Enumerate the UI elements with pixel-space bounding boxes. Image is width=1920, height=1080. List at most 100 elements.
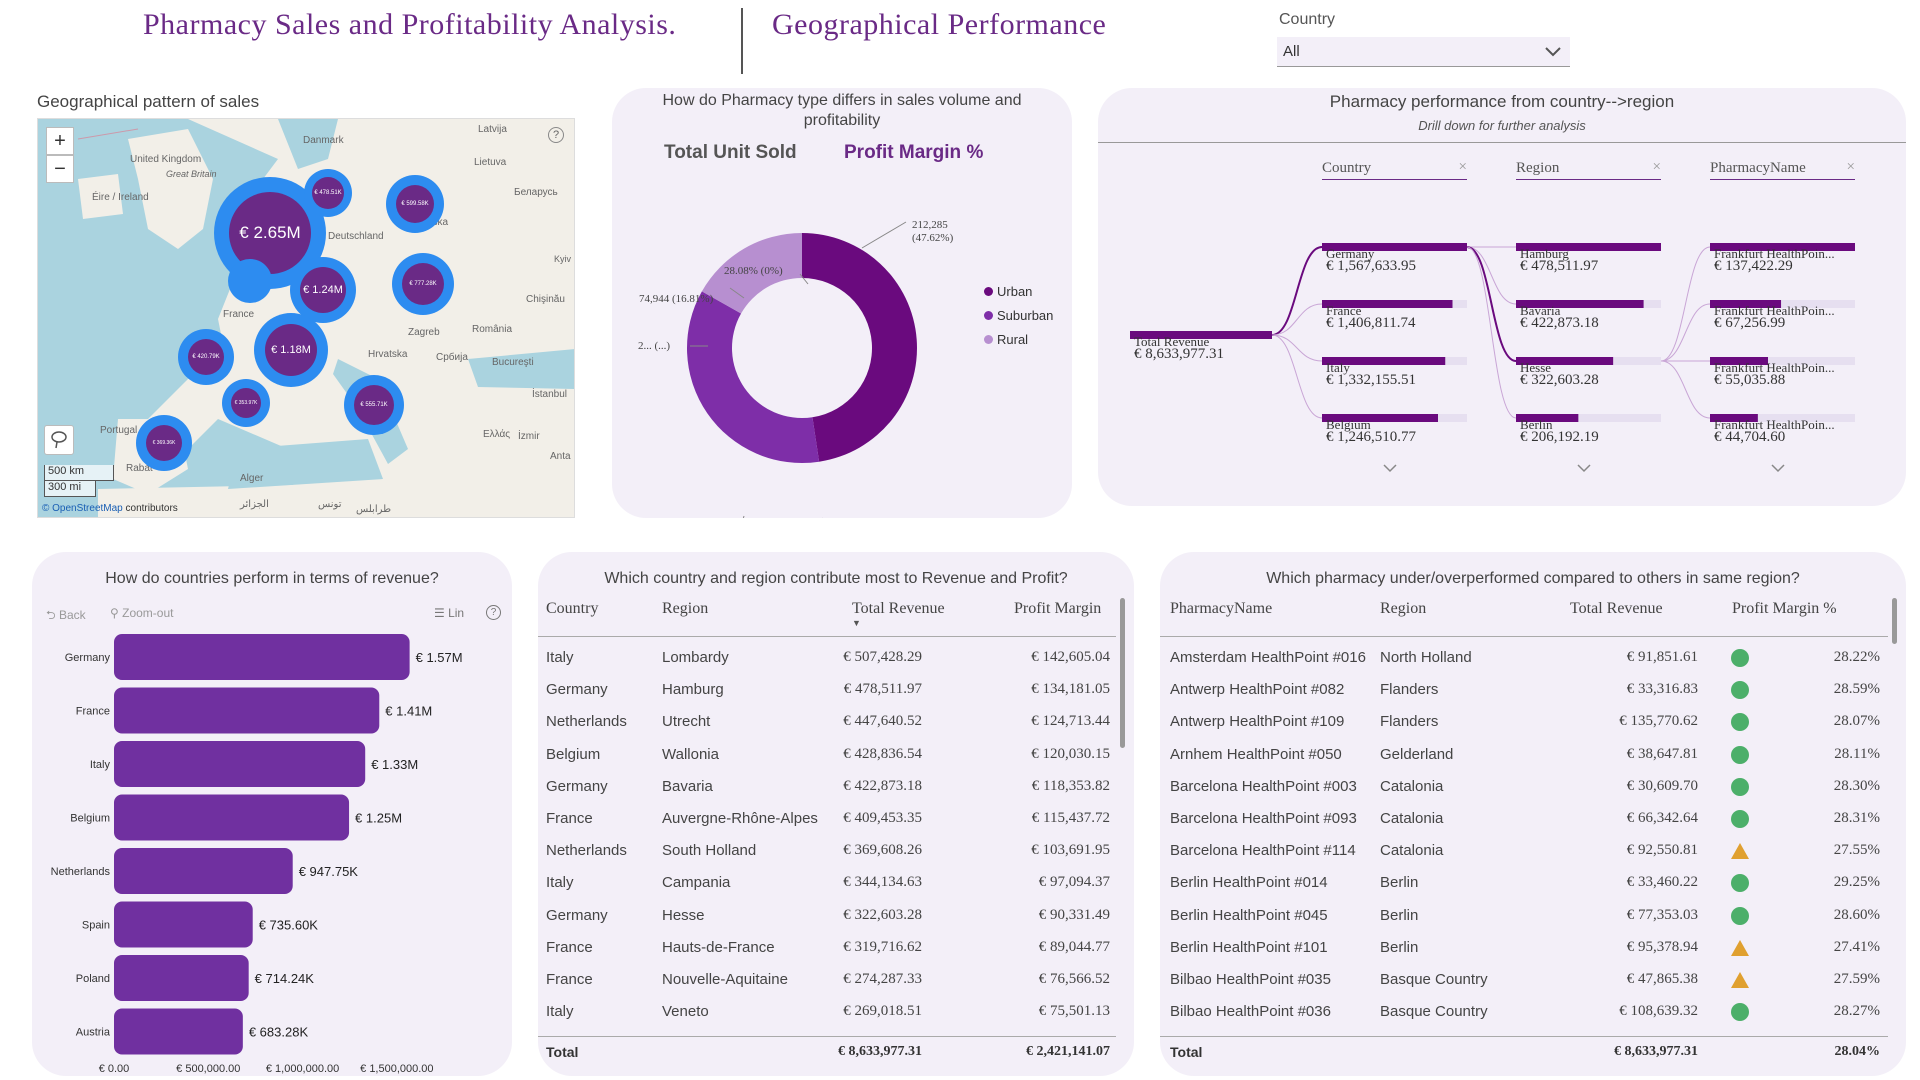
- table-row[interactable]: Germany Bavaria € 422,873.18 € 118,353.82: [538, 771, 1116, 803]
- table-row[interactable]: Arnhem HealthPoint #050 Gelderland € 38,64…: [1160, 739, 1888, 771]
- bar-spain[interactable]: [114, 901, 253, 948]
- node-bar[interactable]: [1710, 300, 1782, 308]
- region-node[interactable]: Bavaria € 422,873.18: [1520, 304, 1599, 331]
- map-bubble[interactable]: € 777.28K: [392, 253, 454, 315]
- pharmacy-node[interactable]: Frankfurt HealthPoin... € 137,422.29: [1714, 247, 1835, 274]
- pharmacy-node[interactable]: Frankfurt HealthPoin... € 55,035.88: [1714, 361, 1835, 388]
- table-row[interactable]: Netherlands South Holland € 369,608.26 € 10…: [538, 835, 1116, 867]
- close-icon[interactable]: ×: [1846, 159, 1855, 175]
- map-bubble[interactable]: [228, 259, 272, 303]
- table-row[interactable]: Netherlands Utrecht € 447,640.52 € 124,713.…: [538, 706, 1116, 738]
- country-node[interactable]: France € 1,406,811.74: [1326, 304, 1415, 331]
- zoom-in-button[interactable]: +: [46, 127, 74, 155]
- table1-header-revenue[interactable]: Total Revenue: [852, 600, 945, 617]
- map-bubble[interactable]: € 478.51K: [304, 169, 352, 217]
- table1-scrollbar[interactable]: [1120, 598, 1125, 748]
- root-bar[interactable]: [1130, 331, 1272, 339]
- node-bar[interactable]: [1710, 357, 1768, 365]
- table2-header-name[interactable]: PharmacyName: [1170, 600, 1273, 617]
- node-bar[interactable]: [1516, 243, 1661, 251]
- country-filter-dropdown[interactable]: All: [1277, 37, 1570, 67]
- bar-poland[interactable]: [114, 955, 249, 1001]
- region-node[interactable]: Hamburg € 478,511.97: [1520, 247, 1598, 274]
- legend-item-suburban[interactable]: Suburban: [984, 308, 1053, 323]
- legend-item-rural[interactable]: Rural: [984, 332, 1053, 347]
- chevron-down-icon[interactable]: [1576, 460, 1592, 478]
- table-row[interactable]: France Nouvelle-Aquitaine € 274,287.33 € 76…: [538, 964, 1116, 996]
- tab-total-unit-sold[interactable]: Total Unit Sold: [664, 142, 797, 163]
- table-row[interactable]: Berlin HealthPoint #101 Berlin € 95,378.94…: [1160, 932, 1888, 964]
- map-info-icon[interactable]: ?: [548, 127, 564, 143]
- bar-italy[interactable]: [114, 741, 366, 787]
- table1-header-profit[interactable]: Profit Margin: [1014, 600, 1102, 617]
- table-row[interactable]: Italy Veneto € 269,018.51 € 75,501.13: [538, 996, 1116, 1028]
- country-node[interactable]: Belgium € 1,246,510.77: [1326, 418, 1416, 445]
- decomp-header-region[interactable]: Region ×: [1516, 159, 1661, 180]
- zoom-out-chart-button[interactable]: ⚲ Zoom-out: [110, 606, 174, 620]
- country-node[interactable]: Italy € 1,332,155.51: [1326, 361, 1416, 388]
- table-row[interactable]: Bologna HealthPoint #107 Emilia-Romagna € …: [1160, 1028, 1888, 1036]
- bar-netherlands[interactable]: [114, 848, 293, 894]
- bar-france[interactable]: [114, 687, 380, 734]
- node-bar[interactable]: [1516, 414, 1579, 422]
- pharmacy-node[interactable]: Frankfurt HealthPoin... € 44,704.60: [1714, 418, 1835, 445]
- chevron-down-icon[interactable]: [1382, 460, 1398, 478]
- bar-germany[interactable]: [114, 634, 410, 680]
- sort-desc-icon[interactable]: ▼: [852, 618, 861, 628]
- table-row[interactable]: France Provence-Alpes-Côte € 267,063.88 € 7…: [538, 1028, 1116, 1036]
- tab-profit-margin[interactable]: Profit Margin %: [844, 142, 984, 163]
- node-bar[interactable]: [1710, 414, 1758, 422]
- table2-header-margin[interactable]: Profit Margin %: [1732, 600, 1837, 617]
- donut-slice-urban[interactable]: [802, 233, 917, 462]
- decomp-header-country[interactable]: Country ×: [1322, 159, 1467, 180]
- table-row[interactable]: Italy Campania € 344,134.63 € 97,094.37: [538, 867, 1116, 899]
- table1-header-region[interactable]: Region: [662, 600, 709, 617]
- pharmacy-node[interactable]: Frankfurt HealthPoin... € 67,256.99: [1714, 304, 1835, 331]
- map-bubble[interactable]: € 555.71K: [344, 375, 404, 435]
- table-row[interactable]: Germany Hamburg € 478,511.97 € 134,181.05: [538, 674, 1116, 706]
- node-bar[interactable]: [1322, 414, 1438, 422]
- node-bar[interactable]: [1322, 243, 1467, 251]
- osm-link[interactable]: © OpenStreetMap: [42, 503, 123, 514]
- table2-header-revenue[interactable]: Total Revenue: [1570, 600, 1663, 617]
- table-row[interactable]: Antwerp HealthPoint #082 Flanders € 33,316…: [1160, 674, 1888, 706]
- root-node[interactable]: Total Revenue € 8,633,977.31: [1134, 335, 1224, 362]
- table1-header-country[interactable]: Country: [546, 600, 599, 617]
- region-node[interactable]: Hesse € 322,603.28: [1520, 361, 1599, 388]
- chevron-down-icon[interactable]: [1770, 460, 1786, 478]
- table-row[interactable]: Germany Hesse € 322,603.28 € 90,331.49: [538, 900, 1116, 932]
- map-bubble[interactable]: € 420.79K: [178, 329, 234, 385]
- table-row[interactable]: Antwerp HealthPoint #109 Flanders € 135,77…: [1160, 706, 1888, 738]
- linear-scale-button[interactable]: ☰ Lin: [434, 606, 465, 620]
- table-row[interactable]: France Auvergne-Rhône-Alpes € 409,453.35 € …: [538, 803, 1116, 835]
- table-row[interactable]: Barcelona HealthPoint #003 Catalonia € 30,…: [1160, 771, 1888, 803]
- donut-slice-rural[interactable]: [701, 233, 802, 314]
- table-row[interactable]: Italy Lombardy € 507,428.29 € 142,605.04: [538, 642, 1116, 674]
- node-bar[interactable]: [1710, 243, 1855, 251]
- table2-scrollbar[interactable]: [1892, 598, 1897, 644]
- table-row[interactable]: Berlin HealthPoint #045 Berlin € 77,353.03…: [1160, 900, 1888, 932]
- map-bubble[interactable]: € 1.18M: [254, 313, 328, 387]
- map-visual[interactable]: Latvija Danmark Lietuva United Kingdom G…: [37, 118, 575, 518]
- map-bubble[interactable]: € 599.58K: [386, 175, 444, 233]
- table2-header-region[interactable]: Region: [1380, 600, 1427, 617]
- map-bubble[interactable]: € 353.97K: [222, 379, 270, 427]
- node-bar[interactable]: [1516, 357, 1614, 365]
- table-row[interactable]: Bilbao HealthPoint #035 Basque Country € 4…: [1160, 964, 1888, 996]
- table-row[interactable]: Amsterdam HealthPoint #016 North Holland €…: [1160, 642, 1888, 674]
- map-bubble[interactable]: € 369.36K: [136, 415, 192, 471]
- bar-belgium[interactable]: [114, 794, 350, 841]
- table-row[interactable]: Barcelona HealthPoint #093 Catalonia € 66,…: [1160, 803, 1888, 835]
- map-bubble[interactable]: € 1.24M: [290, 257, 356, 323]
- table-row[interactable]: Barcelona HealthPoint #114 Catalonia € 92,…: [1160, 835, 1888, 867]
- donut-slice-suburban[interactable]: [687, 291, 820, 463]
- close-icon[interactable]: ×: [1458, 159, 1467, 175]
- back-button[interactable]: ⮌ Back: [46, 608, 86, 622]
- lasso-icon[interactable]: [44, 425, 74, 455]
- table-row[interactable]: Belgium Wallonia € 428,836.54 € 120,030.15: [538, 739, 1116, 771]
- node-bar[interactable]: [1322, 357, 1446, 365]
- node-bar[interactable]: [1516, 300, 1644, 308]
- zoom-out-button[interactable]: −: [46, 155, 74, 183]
- table-row[interactable]: Berlin HealthPoint #014 Berlin € 33,460.22…: [1160, 867, 1888, 899]
- help-icon[interactable]: ?: [486, 605, 501, 620]
